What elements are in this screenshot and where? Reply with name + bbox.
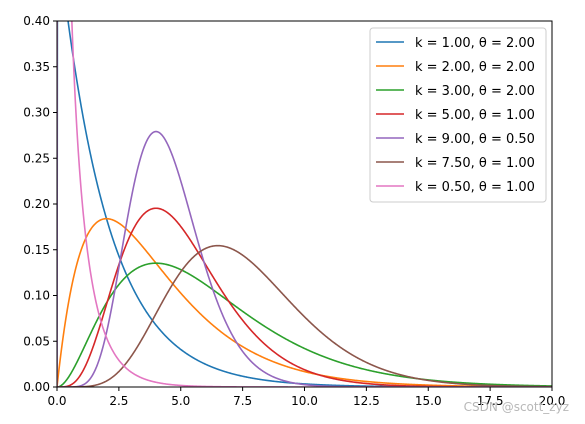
y-axis: 0.00 0.05 0.10 0.15 0.20 0.25 0.30 0.35 0.40 — [23, 14, 57, 394]
watermark: CSDN @scott_zyz — [463, 400, 569, 414]
y-tick-label: 0.00 — [23, 380, 50, 394]
y-tick-label: 0.05 — [23, 334, 50, 348]
x-tick-label: 20.0 — [539, 394, 566, 408]
series-line-2 — [57, 262, 552, 387]
legend-label: k = 5.00, θ = 1.00 — [415, 108, 535, 123]
x-tick-label: 17.5 — [477, 394, 504, 408]
legend-label: k = 7.50, θ = 1.00 — [415, 156, 535, 171]
y-tick-label: 0.10 — [23, 289, 50, 303]
legend: k = 1.00, θ = 2.00 k = 2.00, θ = 2.00 k = … — [369, 27, 547, 203]
x-axis: 0.0 2.5 5.0 7.5 10.0 12.5 15.0 17.5 20.0 — [47, 387, 565, 408]
legend-box — [369, 27, 547, 203]
y-tick-label: 0.25 — [23, 151, 50, 165]
y-tick-label: 0.15 — [23, 243, 50, 257]
legend-label: k = 3.00, θ = 2.00 — [415, 84, 535, 99]
x-tick-label: 0.0 — [47, 394, 66, 408]
x-tick-label: 2.5 — [109, 394, 128, 408]
series-line-5 — [57, 244, 552, 387]
legend-label: k = 0.50, θ = 1.00 — [415, 180, 535, 195]
x-tick-label: 12.5 — [353, 394, 380, 408]
x-tick-label: 15.0 — [415, 394, 442, 408]
legend-label: k = 9.00, θ = 0.50 — [415, 132, 535, 147]
y-tick-label: 0.30 — [23, 106, 50, 120]
x-tick-label: 10.0 — [291, 394, 318, 408]
y-tick-label: 0.40 — [23, 14, 50, 28]
y-tick-label: 0.35 — [23, 60, 50, 74]
x-tick-label: 7.5 — [233, 394, 252, 408]
legend-label: k = 1.00, θ = 2.00 — [415, 36, 535, 51]
y-tick-label: 0.20 — [23, 197, 50, 211]
series-line-4 — [57, 130, 552, 387]
x-tick-label: 5.0 — [171, 394, 190, 408]
legend-label: k = 2.00, θ = 2.00 — [415, 60, 535, 75]
